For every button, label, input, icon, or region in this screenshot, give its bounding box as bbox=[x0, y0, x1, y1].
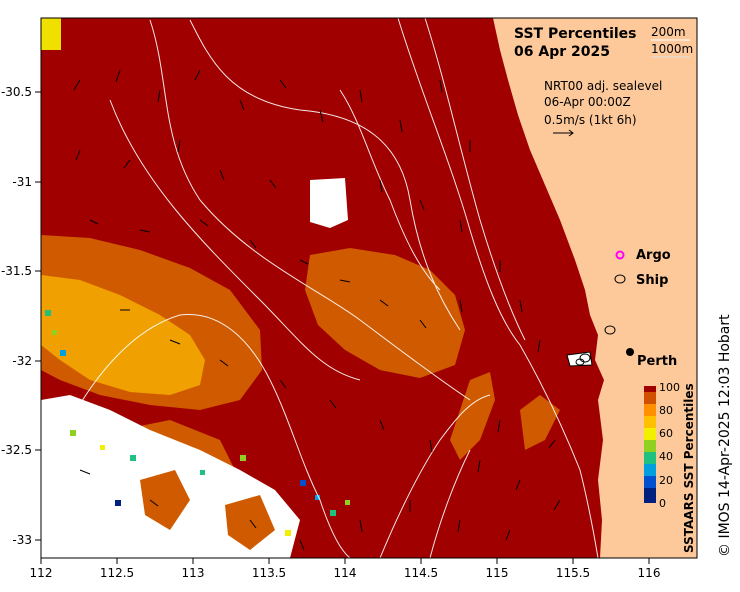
argo-label: Argo bbox=[636, 248, 671, 263]
colorbar-tick: 80 bbox=[659, 404, 673, 417]
currents-time: 06-Apr 00:00Z bbox=[544, 95, 631, 109]
map-date: 06 Apr 2025 bbox=[514, 44, 610, 60]
speckle-pixels bbox=[45, 310, 350, 536]
colorbar-tick: 20 bbox=[659, 474, 673, 487]
x-axis bbox=[40, 558, 650, 564]
colorbar-tick: 0 bbox=[659, 497, 666, 510]
colorbar-tick: 60 bbox=[659, 427, 673, 440]
x-tick-label: 115 bbox=[486, 566, 509, 580]
plot-frame bbox=[40, 17, 698, 559]
x-tick-label: 114.5 bbox=[404, 566, 438, 580]
orange-blob-2 bbox=[225, 495, 275, 550]
current-arrows bbox=[73, 69, 561, 551]
colorbar-tick: 40 bbox=[659, 450, 673, 463]
yellow-corner bbox=[41, 18, 61, 50]
y-tick-label: -31 bbox=[12, 175, 32, 189]
y-tick-label: -30.5 bbox=[1, 85, 32, 99]
x-tick-label: 113 bbox=[182, 566, 205, 580]
x-tick-label: 112 bbox=[30, 566, 53, 580]
y-tick-label: -32.5 bbox=[1, 443, 32, 457]
currents-source: NRT00 adj. sealevel bbox=[544, 79, 662, 93]
y-tick-label: -33 bbox=[12, 533, 32, 547]
contour-label-1000m: 1000m bbox=[651, 42, 693, 56]
bathymetry-contours bbox=[59, 17, 599, 559]
ship-tracks bbox=[575, 325, 616, 366]
y-axis bbox=[35, 91, 41, 541]
currents-scale: 0.5m/s (1kt 6h) bbox=[544, 113, 637, 127]
x-tick-label: 115.5 bbox=[556, 566, 590, 580]
colorbar bbox=[644, 386, 656, 503]
map-title: SST Percentiles bbox=[514, 26, 637, 42]
orange-blob-1 bbox=[140, 470, 190, 530]
perth-label: Perth bbox=[637, 354, 677, 369]
argo-marker-icon bbox=[615, 250, 625, 260]
y-tick-label: -32 bbox=[12, 354, 32, 368]
x-tick-label: 112.5 bbox=[100, 566, 134, 580]
credit-text: © IMOS 14-Apr-2025 12:03 Hobart bbox=[717, 314, 733, 557]
x-tick-label: 113.5 bbox=[252, 566, 286, 580]
contour-label-200m: 200m bbox=[651, 25, 686, 39]
ship-marker-icon bbox=[614, 274, 626, 284]
colorbar-tick: 100 bbox=[659, 381, 680, 394]
colorbar-title: SSTAARS SST Percentiles bbox=[682, 383, 696, 553]
x-tick-label: 114 bbox=[334, 566, 357, 580]
ship-label: Ship bbox=[636, 273, 668, 288]
orange-streak-shelf bbox=[450, 372, 495, 460]
y-tick-label: -31.5 bbox=[1, 264, 32, 278]
x-tick-label: 116 bbox=[638, 566, 661, 580]
orange-streak-south bbox=[520, 395, 560, 450]
amber-patch bbox=[41, 275, 205, 395]
no-data-island bbox=[310, 178, 348, 228]
scale-arrow-icon bbox=[553, 129, 574, 137]
perth-marker-icon bbox=[626, 348, 634, 356]
